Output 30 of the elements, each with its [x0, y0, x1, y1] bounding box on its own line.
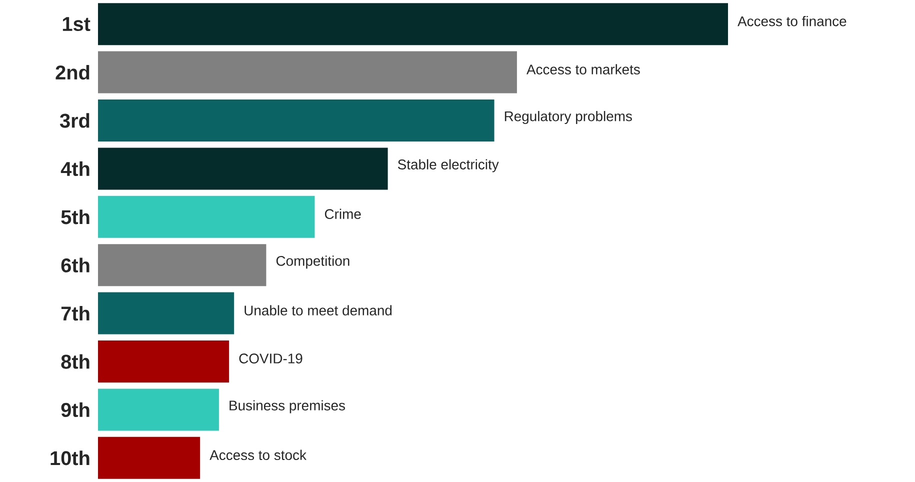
y-tick-label: 2nd — [56, 64, 90, 80]
annotation: Business premises — [230, 400, 345, 414]
annotation: Regulatory problems — [504, 110, 632, 124]
bar — [98, 340, 230, 383]
annotation: Stable electricity — [398, 159, 499, 172]
y-tick-label: 6th — [61, 258, 90, 272]
annotation: Access to finance — [738, 16, 846, 26]
y-tick-label: 9th — [61, 402, 90, 418]
bar — [98, 100, 494, 142]
bar — [98, 51, 517, 94]
y-tick-label: 10th — [50, 450, 90, 466]
annotation: Crime — [324, 208, 361, 220]
annotation: Access to stock — [210, 450, 306, 460]
y-tick-label: 8th — [61, 354, 90, 369]
annotation: COVID-19 — [239, 354, 302, 364]
bar — [98, 244, 266, 286]
bar — [98, 148, 388, 190]
bar — [98, 292, 234, 334]
y-tick-label: 4th — [60, 161, 90, 176]
bar — [98, 196, 315, 238]
bar — [98, 388, 219, 431]
y-tick-label: 1st — [62, 17, 90, 32]
y-tick-label: 5th — [61, 210, 90, 224]
bar — [98, 436, 200, 479]
y-tick-label: 3rd — [60, 113, 90, 128]
annotation: Unable to meet demand — [244, 305, 392, 316]
y-tick-label: 7th — [61, 306, 90, 321]
annotation: Competition — [276, 256, 350, 269]
annotation: Access to markets — [526, 64, 640, 74]
bar — [98, 3, 728, 46]
